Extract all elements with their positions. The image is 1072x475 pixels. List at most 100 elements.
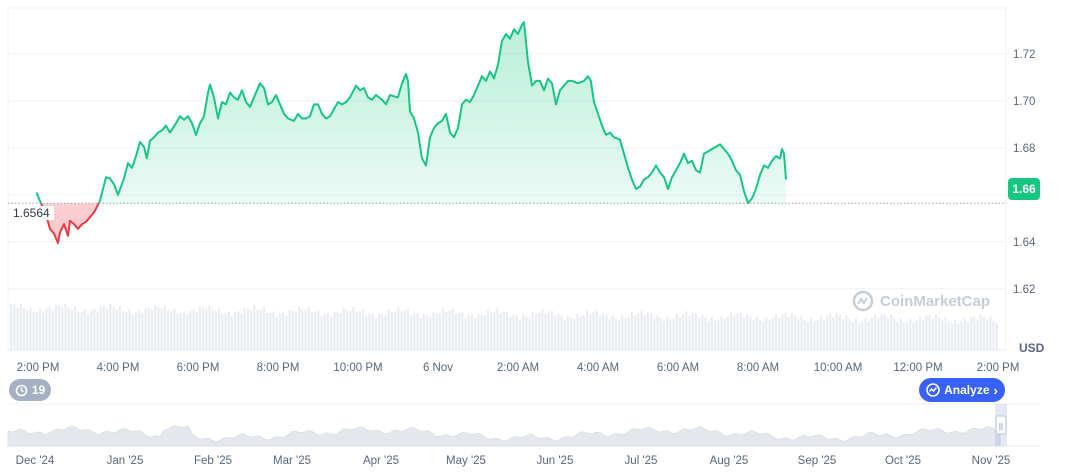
volume-bar [109,304,112,350]
volume-bar [598,315,601,350]
volume-bar [698,317,701,350]
volume-bar [592,312,595,350]
volume-bar [323,313,326,350]
x-tick-label: 2:00 PM [17,362,60,374]
volume-bar [918,316,921,350]
volume-bar [86,314,89,350]
volume-bar [22,308,25,350]
volume-bar [954,319,957,350]
volume-bar [982,317,985,350]
volume-bar [234,312,237,350]
volume-bar [563,319,566,350]
volume-bar [202,307,205,350]
volume-bar [458,312,461,350]
volume-bar [861,321,864,350]
volume-bar [560,315,563,350]
navigator-label: Sep '25 [798,455,837,467]
navigator-label: Jan '25 [107,455,144,467]
volume-bar [512,314,515,350]
volume-bar [128,309,131,350]
volume-bar [733,316,736,350]
volume-bar [298,306,301,350]
volume-bar [352,306,355,350]
volume-bar [877,318,880,350]
volume-bar [810,318,813,350]
y-tick-label: 1.68 [1013,143,1035,155]
volume-bar [893,318,896,350]
volume-bar [957,324,960,350]
volume-bar [294,311,297,350]
volume-bar [362,309,365,350]
price-area [8,21,1006,244]
volume-bar [672,318,675,350]
volume-bar [224,312,227,350]
x-tick-label: 8:00 PM [257,362,300,374]
navigator-handle[interactable] [995,415,1007,435]
volume-bar [150,310,153,350]
volume-bar [394,311,397,350]
volume-bar [410,314,413,350]
volume-bar [771,318,774,350]
volume-bar [115,309,118,350]
price-line-up [35,21,787,204]
volume-bar [262,307,265,350]
volume-bar [381,313,384,350]
volume-bar [147,307,150,350]
volume-bar [589,314,592,350]
volume-bar [93,308,96,350]
volume-bar [502,311,505,350]
volume-bar [432,311,435,350]
volume-bar [240,313,243,350]
volume-bar [835,313,838,350]
volume-bar [656,315,659,350]
volume-bar [973,316,976,350]
volume-bar [490,312,493,350]
navigator-label: Nov '25 [972,455,1011,467]
volume-bar [547,311,550,350]
y-axis: 1.621.641.661.681.701.72 [1013,49,1036,296]
analyze-button[interactable]: Analyze › [919,378,1005,402]
volume-bar [566,315,569,350]
volume-bar [291,310,294,350]
volume-bar [586,310,589,350]
volume-bar [595,310,598,350]
volume-bar [90,310,93,350]
volume-bar [790,313,793,350]
history-badge[interactable]: 19 [9,379,51,401]
volume-bar [752,320,755,350]
volume-bar [134,312,137,350]
volume-bar [256,309,259,350]
volume-bar [310,312,313,350]
volume-bar [102,306,105,350]
volume-bar [438,313,441,350]
volume-bar [387,309,390,350]
history-icon [15,384,28,396]
volume-bar [634,315,637,350]
volume-bar [899,318,902,350]
volume-bar [496,308,499,350]
volume-bar [938,317,941,350]
volume-bar [282,312,285,350]
volume-bar [618,320,621,350]
navigator[interactable]: || Dec '24 Jan '25 Feb '25 Mar '25 Apr '25 May… [7,403,1040,467]
volume-bar [739,312,742,350]
analyze-label: Analyze [944,383,990,397]
volume-bar [253,305,256,350]
volume-bar [963,318,966,350]
volume-bar [746,314,749,350]
x-tick-label: 10:00 PM [333,362,382,374]
volume-bar [416,313,419,350]
volume-bar [371,313,374,350]
x-tick-label: 2:00 PM [977,362,1020,374]
volume-bar [576,313,579,350]
volume-bar [800,316,803,350]
volume-bar [704,317,707,350]
volume-bar [742,317,745,350]
x-axis: 2:00 PM 4:00 PM 6:00 PM 8:00 PM 10:00 PM 6 No… [17,362,1020,374]
volume-bar [70,309,73,350]
x-tick-label: 6:00 AM [657,362,699,374]
volume-bar [304,310,307,350]
volume-bar [326,313,329,350]
volume-bar [112,306,115,350]
